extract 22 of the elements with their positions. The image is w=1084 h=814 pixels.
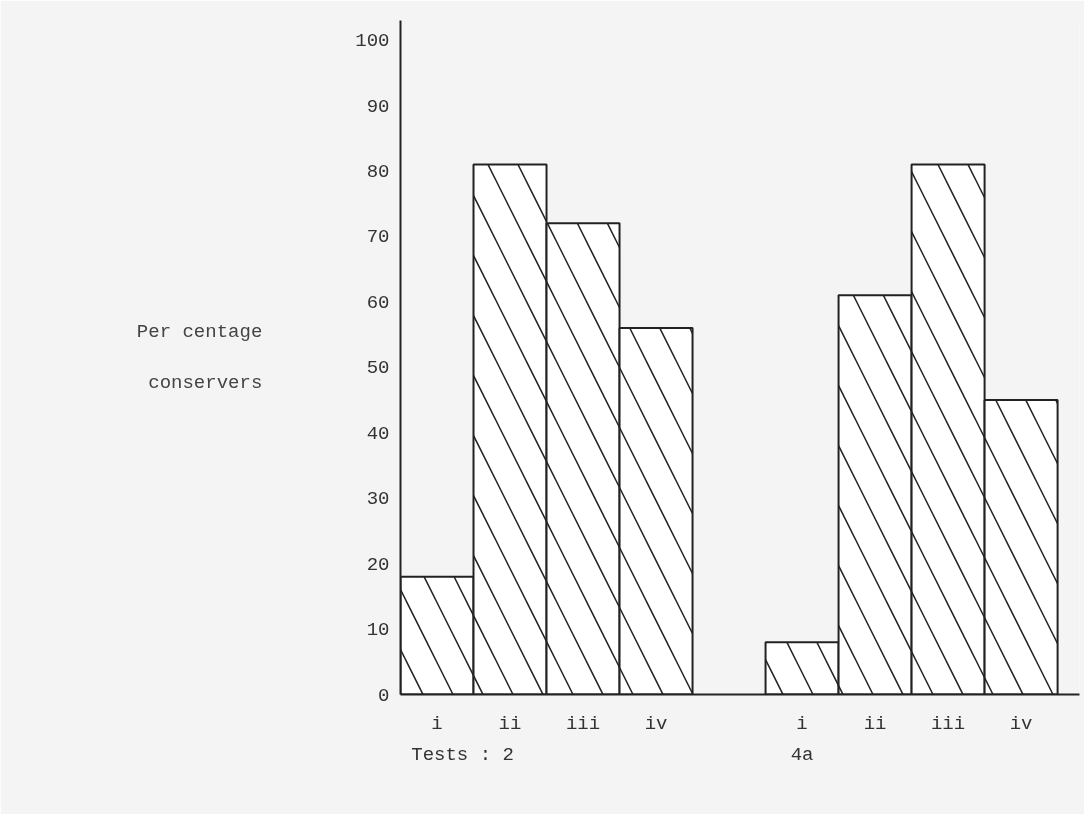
y-tick-label: 60 [366, 291, 390, 314]
x-tick-label: iii [565, 712, 601, 735]
x-tick-label: i [431, 712, 443, 735]
y-tick-label: 80 [366, 161, 390, 183]
y-tick-label: 70 [366, 226, 390, 249]
y-tick-label: 40 [366, 422, 390, 445]
text: Per centage conservers [136, 321, 263, 394]
y-tick-label: 20 [366, 553, 390, 576]
y-tick-label: 30 [366, 488, 390, 511]
x-tick-label: iv [644, 712, 668, 735]
x-tick-label: i [796, 712, 808, 735]
y-tick-label: 10 [366, 619, 390, 642]
text: 4a [790, 743, 814, 766]
y-tick-label: 0 [378, 684, 390, 707]
x-tick-label: iii [930, 712, 966, 735]
y-tick-label: 50 [366, 357, 390, 380]
y-tick-label: 90 [366, 95, 390, 118]
text: Tests : 2 [411, 743, 514, 766]
x-tick-label: ii [863, 712, 887, 735]
x-tick-label: ii [498, 712, 522, 735]
x-tick-label: iv [1009, 712, 1033, 735]
y-tick-label: 100 [355, 30, 390, 53]
